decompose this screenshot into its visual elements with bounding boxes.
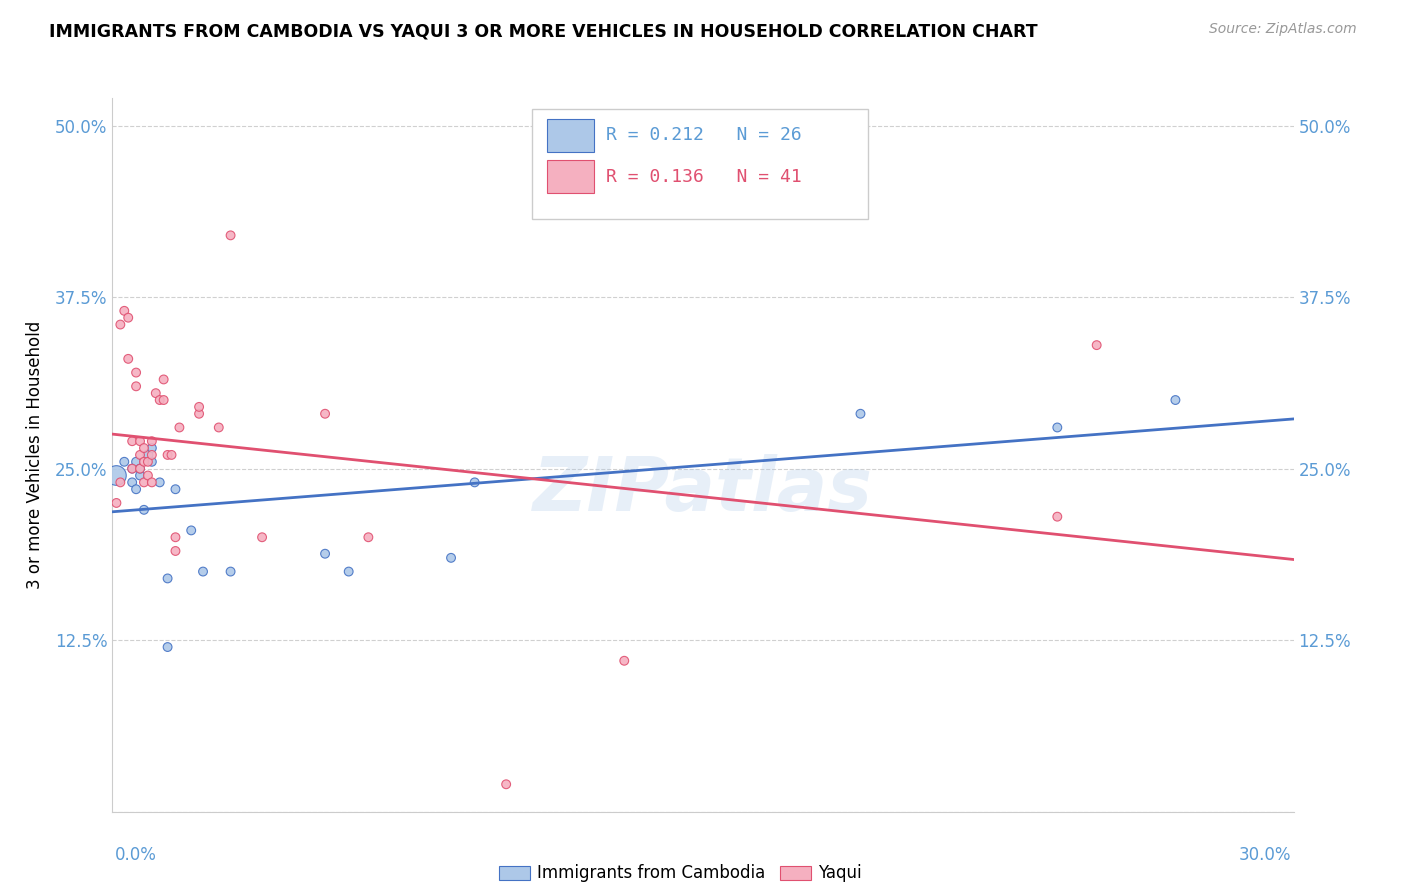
Point — [110, 318, 132, 332]
Point — [141, 441, 163, 455]
Point — [121, 434, 143, 449]
Point — [136, 448, 159, 462]
Point — [149, 392, 172, 407]
Point — [129, 448, 152, 462]
FancyBboxPatch shape — [547, 161, 595, 193]
Point — [136, 468, 159, 483]
Point — [314, 547, 336, 561]
Point — [219, 228, 242, 243]
Point — [208, 420, 231, 434]
Point — [1164, 392, 1187, 407]
Text: IMMIGRANTS FROM CAMBODIA VS YAQUI 3 OR MORE VEHICLES IN HOUSEHOLD CORRELATION CH: IMMIGRANTS FROM CAMBODIA VS YAQUI 3 OR M… — [49, 22, 1038, 40]
Point — [188, 400, 211, 414]
Point — [141, 455, 163, 469]
Point — [105, 468, 128, 483]
Point — [165, 530, 187, 544]
Text: ZIPatlas: ZIPatlas — [533, 454, 873, 527]
Point — [125, 366, 148, 380]
Point — [132, 441, 155, 455]
Point — [357, 530, 380, 544]
Point — [125, 482, 148, 496]
FancyBboxPatch shape — [547, 119, 595, 152]
Point — [180, 524, 202, 538]
Point — [156, 448, 179, 462]
Point — [117, 310, 139, 325]
Point — [849, 407, 872, 421]
Point — [440, 550, 463, 565]
Point — [110, 475, 132, 490]
Point — [149, 475, 172, 490]
Text: 30.0%: 30.0% — [1239, 846, 1291, 863]
Point — [141, 448, 163, 462]
Point — [152, 372, 174, 386]
Y-axis label: 3 or more Vehicles in Household: 3 or more Vehicles in Household — [25, 321, 44, 589]
Point — [160, 448, 183, 462]
Point — [250, 530, 273, 544]
Point — [191, 565, 214, 579]
Point — [152, 392, 174, 407]
Point — [117, 351, 139, 366]
Point — [129, 468, 152, 483]
Point — [129, 461, 152, 475]
Text: Immigrants from Cambodia: Immigrants from Cambodia — [537, 864, 765, 882]
Point — [613, 654, 636, 668]
Text: R = 0.212   N = 26: R = 0.212 N = 26 — [606, 127, 801, 145]
Point — [121, 461, 143, 475]
Point — [121, 461, 143, 475]
Point — [136, 455, 159, 469]
Point — [188, 407, 211, 421]
Point — [1085, 338, 1108, 352]
Point — [464, 475, 486, 490]
Point — [129, 461, 152, 475]
Point — [314, 407, 336, 421]
Point — [495, 777, 517, 791]
Point — [132, 475, 155, 490]
Point — [132, 455, 155, 469]
Point — [112, 455, 135, 469]
Point — [105, 496, 128, 510]
Point — [112, 303, 135, 318]
FancyBboxPatch shape — [531, 109, 869, 219]
Point — [1046, 509, 1069, 524]
Point — [141, 434, 163, 449]
Point — [141, 475, 163, 490]
Point — [219, 565, 242, 579]
Point — [125, 455, 148, 469]
Point — [165, 482, 187, 496]
Point — [132, 503, 155, 517]
Point — [129, 434, 152, 449]
Point — [165, 544, 187, 558]
Text: 0.0%: 0.0% — [115, 846, 157, 863]
Text: Yaqui: Yaqui — [818, 864, 862, 882]
Point — [156, 571, 179, 585]
Point — [337, 565, 360, 579]
Point — [145, 386, 167, 401]
Point — [169, 420, 191, 434]
Point — [121, 475, 143, 490]
Point — [125, 379, 148, 393]
Text: R = 0.136   N = 41: R = 0.136 N = 41 — [606, 168, 801, 186]
Point — [1046, 420, 1069, 434]
Text: Source: ZipAtlas.com: Source: ZipAtlas.com — [1209, 22, 1357, 37]
Point — [156, 640, 179, 654]
